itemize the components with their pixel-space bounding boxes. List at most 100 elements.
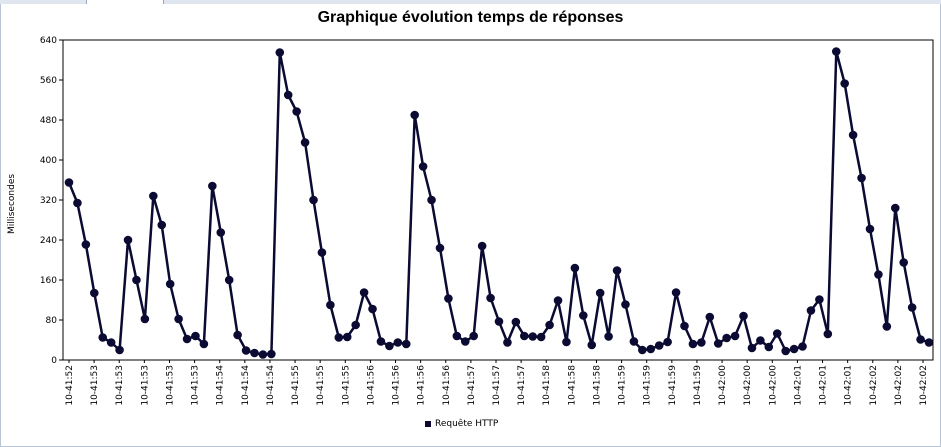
data-point: [435, 243, 445, 253]
y-tick-label: 160: [40, 276, 57, 286]
x-tick-label: 10-41:57: [467, 365, 477, 406]
data-point: [149, 191, 158, 201]
data-point: [317, 248, 327, 257]
active-tab[interactable]: [86, 0, 164, 4]
x-tick-label: 10-41:57: [492, 365, 502, 406]
data-point: [579, 311, 588, 320]
data-point: [519, 331, 529, 341]
data-point: [890, 203, 900, 213]
data-point: [98, 333, 108, 342]
data-point: [831, 47, 841, 56]
data-point: [739, 311, 748, 321]
y-tick-label: 80: [46, 316, 58, 326]
x-tick-label: 10-41:53: [165, 365, 175, 406]
x-tick-label: 10-41:54: [241, 365, 251, 406]
data-point: [924, 338, 934, 347]
data-point: [663, 337, 672, 347]
x-tick-label: 10-41:56: [442, 365, 452, 406]
data-point: [376, 337, 386, 346]
x-tick-label: 10-42:01: [819, 365, 829, 406]
x-tick-label: 10-42:02: [869, 365, 879, 406]
data-point: [309, 195, 318, 205]
data-point: [89, 288, 99, 298]
x-tick-label: 10-42:01: [793, 365, 803, 406]
data-point: [241, 346, 251, 355]
x-tick-label: 10-41:53: [191, 365, 201, 406]
data-point: [621, 300, 630, 309]
x-tick-label: 10-42:00: [768, 365, 778, 406]
data-point: [789, 344, 799, 354]
data-point: [671, 288, 681, 297]
x-tick-label: 10-41:59: [643, 365, 653, 406]
data-point: [553, 296, 563, 305]
tab-strip: [0, 0, 941, 4]
y-tick-label: 0: [51, 356, 57, 366]
data-point: [764, 342, 774, 352]
data-point: [452, 331, 462, 341]
data-point: [283, 90, 293, 100]
data-point: [368, 304, 377, 314]
x-tick-label: 10-42:02: [919, 365, 929, 406]
data-point: [612, 266, 622, 275]
x-tick-label: 10-41:52: [65, 365, 75, 406]
data-point: [174, 314, 183, 324]
data-point: [182, 334, 192, 344]
data-point: [401, 339, 411, 349]
data-point: [772, 329, 782, 338]
data-point: [342, 332, 352, 342]
data-point: [865, 224, 875, 234]
data-point: [410, 110, 419, 120]
data-point: [528, 332, 538, 341]
data-point: [705, 312, 715, 322]
data-point: [697, 338, 706, 347]
x-tick-label: 10-42:00: [718, 365, 728, 406]
data-point: [199, 339, 209, 349]
x-tick-label: 10-41:55: [341, 365, 351, 406]
data-point: [486, 293, 495, 303]
data-point: [258, 350, 268, 359]
data-point: [756, 336, 765, 345]
data-point: [848, 130, 858, 140]
y-tick-label: 640: [40, 36, 57, 46]
y-tick-label: 240: [40, 236, 57, 246]
data-point: [654, 341, 664, 350]
x-tick-label: 10-42:00: [743, 365, 753, 406]
data-point: [64, 178, 74, 187]
data-point: [570, 263, 580, 273]
data-point: [334, 333, 344, 342]
x-tick-label: 10-41:59: [693, 365, 703, 406]
x-tick-label: 10-41:54: [266, 365, 276, 406]
data-point: [680, 321, 689, 331]
x-tick-label: 10-41:59: [618, 365, 628, 406]
data-point: [385, 341, 394, 351]
data-point: [216, 228, 226, 237]
data-point: [587, 340, 597, 350]
x-tick-label: 10-41:56: [417, 365, 427, 406]
legend: Requête HTTP: [425, 418, 498, 430]
x-tick-label: 10-41:54: [216, 365, 226, 406]
x-tick-label: 10-41:55: [291, 365, 301, 406]
y-tick-label: 320: [40, 196, 57, 206]
x-tick-label: 10-41:53: [140, 365, 150, 406]
data-point: [165, 279, 175, 289]
data-point: [292, 107, 301, 116]
data-point: [359, 288, 369, 297]
data-point: [722, 333, 731, 343]
data-point: [907, 303, 917, 312]
data-point: [224, 275, 234, 285]
data-point: [604, 332, 613, 341]
data-point: [123, 235, 133, 245]
x-tick-label: 10-41:58: [592, 365, 602, 406]
data-point: [874, 270, 883, 279]
y-tick-label: 400: [40, 156, 57, 166]
data-point: [494, 317, 504, 326]
data-point: [747, 343, 757, 353]
data-point: [469, 331, 479, 341]
data-point: [815, 295, 824, 304]
x-tick-label: 10-42:02: [894, 365, 904, 406]
x-tick-label: 10-41:56: [392, 365, 402, 406]
data-point: [511, 317, 521, 327]
legend-label: Requête HTTP: [435, 419, 499, 429]
y-tick-label: 480: [40, 116, 57, 126]
